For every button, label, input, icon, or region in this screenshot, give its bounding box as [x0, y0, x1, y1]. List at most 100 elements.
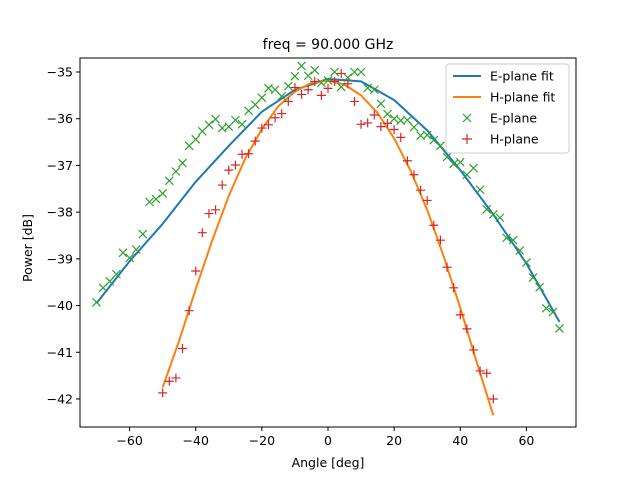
- legend-e-plane-label: E-plane: [490, 111, 537, 126]
- h-plane-point: [303, 85, 313, 95]
- e-plane-point: [389, 114, 399, 124]
- h-plane-point: [316, 90, 326, 100]
- e-plane-point: [409, 122, 419, 132]
- h-plane-point: [230, 160, 240, 170]
- e-plane-point: [138, 229, 148, 239]
- h-plane-point: [211, 205, 221, 215]
- legend-e-plane-fit-label: E-plane fit: [490, 69, 554, 84]
- e-plane-point: [316, 78, 326, 88]
- e-plane-point: [257, 93, 267, 103]
- e-plane-point: [343, 73, 353, 83]
- e-plane-point: [521, 258, 531, 268]
- e-plane-point: [376, 99, 386, 109]
- h-plane-point: [224, 165, 234, 175]
- y-tick-label: −37: [47, 158, 73, 173]
- e-plane-point: [230, 115, 240, 125]
- h-plane-point: [323, 83, 333, 93]
- axes-frame: [79, 57, 577, 428]
- e-plane-point: [350, 67, 359, 77]
- h-plane-point: [349, 96, 359, 106]
- e-plane-point: [535, 282, 545, 292]
- e-plane-point: [555, 324, 564, 333]
- h-plane-point: [435, 235, 445, 245]
- e-plane-point: [475, 185, 485, 195]
- h-plane-point: [178, 344, 188, 354]
- e-plane-point: [145, 197, 154, 207]
- e-plane-point: [303, 71, 313, 81]
- h-plane-point: [310, 76, 320, 86]
- y-tick-label: −39: [47, 251, 73, 266]
- e-plane-point: [508, 235, 518, 245]
- legend-h-plane-fit-label: H-plane fit: [490, 90, 555, 105]
- e-plane-point: [541, 303, 551, 313]
- e-plane-point: [363, 83, 373, 93]
- h-plane-point: [389, 124, 399, 134]
- e-plane-point: [264, 83, 273, 93]
- legend-e-plane-marker: [462, 113, 472, 123]
- h-plane-point: [449, 283, 459, 293]
- h-plane-point: [330, 76, 340, 86]
- e-plane-point: [211, 114, 220, 124]
- e-plane-point: [402, 115, 412, 125]
- e-plane-point: [105, 276, 115, 286]
- e-plane-point: [92, 297, 101, 307]
- e-plane-point: [383, 109, 392, 119]
- legend-h-plane-label: H-plane: [490, 132, 539, 147]
- e-plane-point: [488, 210, 498, 219]
- h-plane-point: [290, 82, 300, 92]
- e-plane-point: [422, 130, 432, 140]
- h-plane-point: [217, 180, 227, 190]
- plot-area: [92, 61, 564, 416]
- e-plane-point: [277, 91, 287, 101]
- e-plane-point: [118, 248, 128, 258]
- h-plane-point: [204, 209, 214, 219]
- h-plane-point: [369, 110, 379, 120]
- e-plane-point: [178, 158, 187, 168]
- e-plane-point: [336, 82, 346, 92]
- e-plane-point: [449, 159, 459, 169]
- h-plane-point: [297, 89, 307, 99]
- h-plane-fit-line: [161, 79, 495, 416]
- e-plane-point: [164, 176, 174, 186]
- h-plane-point: [270, 113, 280, 123]
- h-plane-point: [191, 266, 201, 276]
- e-plane-point: [131, 245, 141, 254]
- e-plane-fit-line: [95, 78, 561, 323]
- h-plane-point: [263, 120, 273, 130]
- e-plane-point: [111, 269, 121, 279]
- h-plane-point: [468, 345, 478, 355]
- e-plane-point: [442, 152, 452, 162]
- e-plane-point: [250, 100, 260, 110]
- e-plane-point: [482, 204, 492, 214]
- h-plane-point: [164, 376, 174, 386]
- y-axis-ticks: −35 −36 −37 −38 −39 −40 −41 −42: [47, 65, 80, 406]
- e-plane-point: [356, 67, 366, 77]
- h-plane-point: [283, 96, 293, 106]
- y-tick-label: −42: [47, 391, 73, 406]
- e-plane-point: [323, 75, 333, 85]
- e-plane-point: [158, 189, 168, 198]
- e-plane-point: [204, 120, 214, 130]
- h-plane-point: [356, 119, 366, 129]
- h-plane-point: [184, 306, 194, 316]
- e-plane-point: [330, 67, 340, 77]
- h-plane-point: [244, 149, 254, 159]
- h-plane-point: [171, 373, 181, 383]
- h-plane-point: [363, 118, 373, 128]
- e-plane-point: [436, 141, 445, 151]
- e-plane-point: [171, 167, 181, 176]
- e-plane-point: [515, 246, 525, 255]
- h-plane-point: [277, 109, 287, 119]
- h-plane-point: [429, 220, 439, 230]
- e-plane-point: [283, 81, 293, 91]
- e-plane-point: [290, 71, 300, 81]
- y-tick-label: −35: [47, 65, 73, 80]
- e-plane-point: [310, 65, 320, 75]
- e-plane-point: [455, 157, 465, 167]
- legend: E-plane fit H-plane fit E-plane H-plane: [445, 63, 570, 154]
- h-plane-point: [376, 122, 386, 132]
- e-plane-point: [429, 135, 439, 145]
- y-tick-label: −41: [47, 345, 73, 360]
- h-plane-point: [197, 228, 207, 238]
